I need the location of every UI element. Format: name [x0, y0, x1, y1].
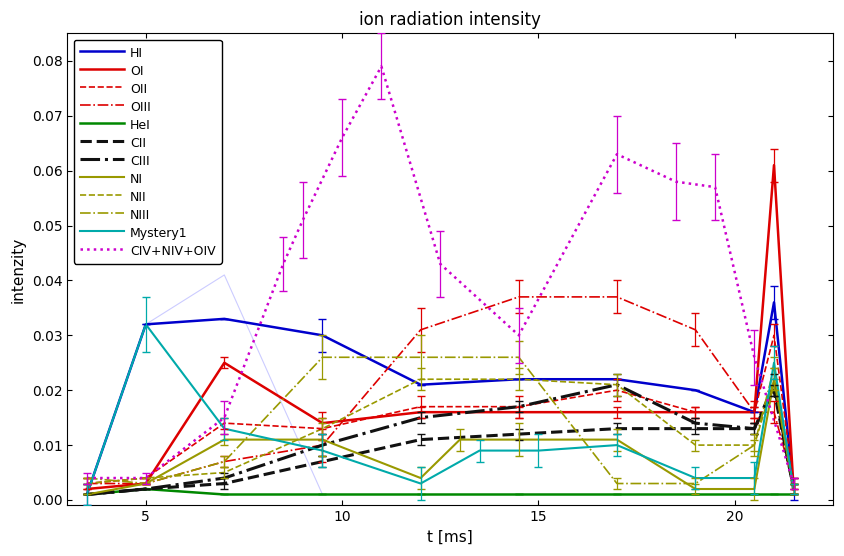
- Y-axis label: intenzity: intenzity: [11, 236, 26, 302]
- X-axis label: t [ms]: t [ms]: [427, 530, 473, 545]
- Title: ion radiation intensity: ion radiation intensity: [360, 11, 541, 29]
- Legend: HI, OI, OII, OIII, HeI, CII, CIII, NI, NII, NIII, Mystery1, CIV+NIV+OIV: HI, OI, OII, OIII, HeI, CII, CIII, NI, N…: [73, 39, 222, 264]
